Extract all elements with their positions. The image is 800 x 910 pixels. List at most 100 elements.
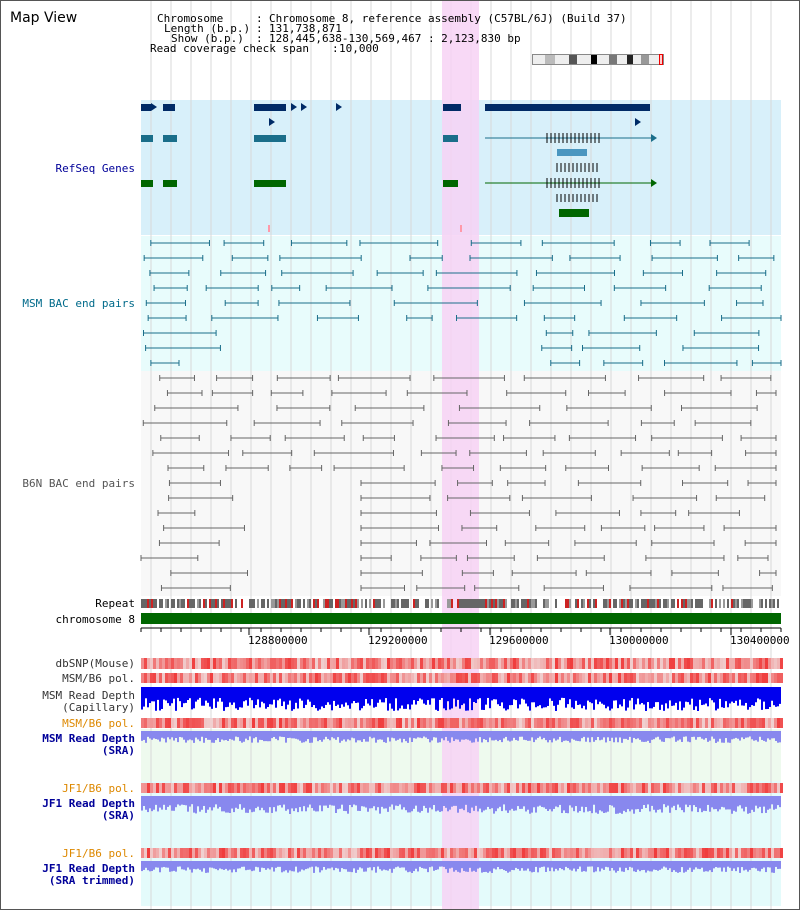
read-depth-bar [589, 796, 591, 811]
heatmap-cell [267, 658, 270, 669]
read-depth-bar [449, 687, 451, 710]
read-depth-bar [273, 861, 275, 872]
axis-tick-label: 130000000 [609, 634, 669, 647]
heatmap-cell [726, 658, 729, 669]
read-depth-bar [305, 731, 307, 742]
read-depth-bar [591, 731, 593, 738]
heatmap-cell [225, 783, 228, 793]
heatmap-cell [687, 673, 690, 683]
show-value: 128,445,638-130,569,467 : 2,123,830 bp [269, 32, 521, 45]
read-depth-bar [227, 861, 229, 871]
read-depth-bar [411, 731, 413, 743]
read-depth-bar [459, 731, 461, 742]
heatmap-cell [546, 783, 549, 793]
read-depth-bar [755, 861, 757, 869]
read-depth-bar [335, 731, 337, 740]
read-depth-bar [147, 687, 149, 708]
heatmap-cell [417, 783, 420, 793]
repeat-segment [171, 599, 173, 608]
heatmap-cell [654, 718, 657, 728]
repeat-segment [769, 599, 771, 608]
repeat-segment [343, 599, 345, 608]
read-depth-bar [149, 861, 151, 872]
heatmap-cell [408, 848, 411, 858]
heatmap-cell [309, 783, 312, 793]
read-depth-bar [701, 687, 703, 706]
heatmap-cell [156, 848, 159, 858]
heatmap-cell [711, 658, 714, 669]
heatmap-cell [408, 783, 411, 793]
read-depth-bar [223, 796, 225, 812]
read-depth-bar [533, 687, 535, 703]
read-depth-bar [683, 861, 685, 873]
read-depth-bar [141, 731, 143, 741]
read-depth-bar [725, 687, 727, 702]
heatmap-cell [483, 718, 486, 728]
read-depth-bar [299, 861, 301, 872]
read-depth-bar [211, 731, 213, 743]
read-depth-bar [269, 861, 271, 870]
heatmap-cell [381, 718, 384, 728]
heatmap-cell [408, 673, 411, 683]
heatmap-cell [336, 673, 339, 683]
heatmap-cell [648, 658, 651, 669]
read-depth-bar [757, 687, 759, 699]
repeat-segment [555, 599, 557, 608]
heatmap-cell [534, 848, 537, 858]
heatmap-cell [513, 718, 516, 728]
read-depth-bar [203, 687, 205, 706]
read-depth-bar [293, 861, 295, 872]
repeat-segment [503, 599, 505, 608]
heatmap-cell [144, 673, 147, 683]
read-depth-bar [291, 861, 293, 872]
read-depth-bar [671, 861, 673, 873]
read-depth-bar [571, 861, 573, 871]
read-depth-bar [757, 861, 759, 871]
read-depth-bar [539, 731, 541, 737]
heatmap-cell [543, 783, 546, 793]
repeat-segment [701, 599, 703, 608]
read-depth-bar [771, 687, 773, 701]
heatmap-cell [513, 848, 516, 858]
heatmap-cell [726, 848, 729, 858]
heatmap-cell [276, 658, 279, 669]
read-depth-bar [603, 861, 605, 870]
read-depth-bar [195, 861, 197, 870]
read-depth-bar [217, 861, 219, 871]
repeat-segment [515, 599, 517, 608]
heatmap-cell [351, 848, 354, 858]
axis-tick-label: 129200000 [368, 634, 428, 647]
read-depth-bar [735, 687, 737, 701]
heatmap-cell [348, 658, 351, 669]
read-depth-bar [335, 687, 337, 706]
heatmap-cell [333, 658, 336, 669]
heatmap-cell [273, 658, 276, 669]
repeat-segment [197, 599, 199, 608]
read-depth-bar [663, 687, 665, 711]
heatmap-cell [318, 658, 321, 669]
heatmap-cell [537, 718, 540, 728]
read-depth-bar [563, 687, 565, 698]
read-depth-bar [203, 861, 205, 869]
read-depth-bar [493, 796, 495, 814]
heatmap-cell [243, 783, 246, 793]
read-depth-bar [287, 861, 289, 873]
heatmap-cell [687, 718, 690, 728]
read-depth-bar [723, 861, 725, 868]
heatmap-cell [258, 673, 261, 683]
chromosome-ideogram[interactable] [532, 54, 664, 65]
read-depth-bar [717, 796, 719, 812]
heatmap-cell [528, 783, 531, 793]
heatmap-cell [741, 673, 744, 683]
read-depth-bar [257, 861, 259, 868]
read-depth-bar [155, 861, 157, 868]
read-depth-bar [499, 861, 501, 870]
read-depth-bar [469, 687, 471, 699]
heatmap-cell [585, 718, 588, 728]
read-depth-bar [217, 796, 219, 809]
heatmap-cell [360, 673, 363, 683]
read-depth-bar [351, 687, 353, 704]
repeat-segment [583, 599, 585, 608]
heatmap-cell [615, 658, 618, 669]
heatmap-cell [156, 718, 159, 728]
